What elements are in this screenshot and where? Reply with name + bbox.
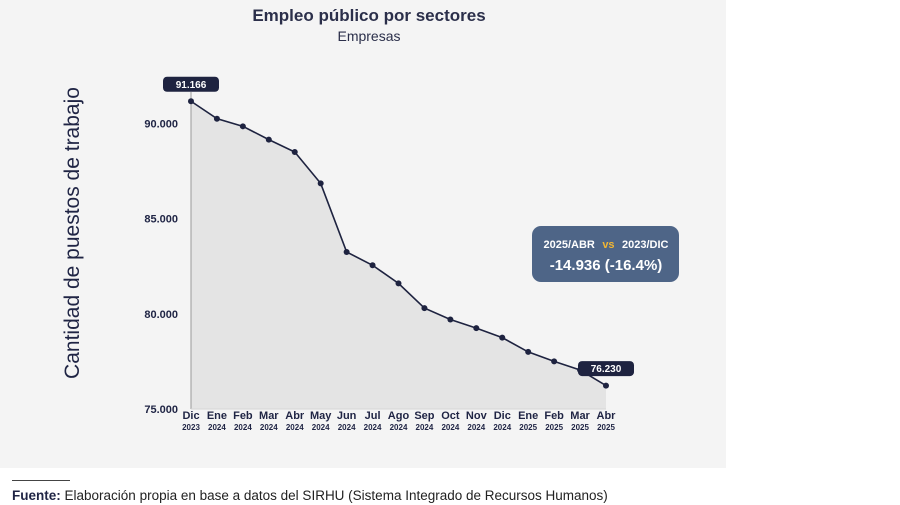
y-tick-label: 80.000 bbox=[144, 309, 178, 321]
x-tick-month: Sep bbox=[414, 410, 434, 422]
x-tick-year: 2024 bbox=[467, 423, 485, 432]
data-point bbox=[343, 248, 350, 255]
annotation-background bbox=[532, 226, 679, 282]
x-tick-year: 2024 bbox=[234, 423, 252, 432]
annotation-left: 2025/ABR bbox=[544, 239, 595, 251]
data-point bbox=[603, 382, 609, 389]
x-tick-month: Ene bbox=[207, 410, 227, 422]
plot-layer: 75.00080.00085.00090.000Dic2023Ene2024Fe… bbox=[144, 76, 634, 432]
x-tick-year: 2024 bbox=[338, 423, 356, 432]
data-point bbox=[188, 98, 194, 105]
annotation-box: 2025/ABR vs 2023/DIC -14.936 (-16.4%) bbox=[532, 226, 679, 282]
source-label: Fuente: bbox=[12, 488, 61, 503]
value-pill-label: 76.230 bbox=[591, 364, 622, 375]
annotation-value: -14.936 (-16.4%) bbox=[550, 257, 663, 274]
data-point bbox=[499, 334, 506, 341]
x-tick-month: Abr bbox=[597, 410, 617, 422]
data-point bbox=[369, 262, 376, 269]
x-tick-month: Mar bbox=[570, 410, 590, 422]
x-tick-month: Abr bbox=[285, 410, 305, 422]
x-tick-year: 2024 bbox=[208, 423, 226, 432]
x-tick-month: Dic bbox=[182, 410, 199, 422]
x-tick-year: 2024 bbox=[441, 423, 459, 432]
x-tick-year: 2024 bbox=[260, 423, 278, 432]
x-tick-year: 2025 bbox=[519, 423, 537, 432]
x-tick-month: Nov bbox=[466, 410, 488, 422]
x-tick-year: 2024 bbox=[390, 423, 408, 432]
data-point bbox=[291, 149, 298, 156]
source-divider bbox=[12, 480, 70, 481]
x-tick-year: 2025 bbox=[571, 423, 589, 432]
annotation-comparison: 2025/ABR vs 2023/DIC bbox=[544, 235, 669, 252]
x-tick-month: Feb bbox=[544, 410, 564, 422]
x-tick-year: 2025 bbox=[597, 423, 615, 432]
annotation-right: 2023/DIC bbox=[622, 239, 669, 251]
source-text: Elaboración propia en base a datos del S… bbox=[64, 488, 608, 503]
data-point bbox=[265, 136, 272, 143]
data-point bbox=[551, 358, 558, 365]
area-fill bbox=[191, 101, 606, 409]
x-tick-month: Oct bbox=[441, 410, 460, 422]
source-note: Fuente: Elaboración propia en base a dat… bbox=[12, 488, 608, 503]
chart-panel: Empleo público por sectores Empresas Can… bbox=[0, 0, 726, 468]
data-point bbox=[525, 348, 532, 355]
x-tick-year: 2024 bbox=[286, 423, 304, 432]
value-pill bbox=[578, 361, 634, 377]
x-tick-month: May bbox=[310, 410, 332, 422]
x-tick-year: 2024 bbox=[312, 423, 330, 432]
x-tick-month: Dic bbox=[494, 410, 511, 422]
y-tick-label: 85.000 bbox=[144, 214, 178, 226]
chart-svg: Empleo público por sectores Empresas Can… bbox=[61, 6, 679, 432]
data-point bbox=[213, 115, 220, 122]
x-tick-month: Jun bbox=[337, 410, 357, 422]
x-tick-year: 2024 bbox=[364, 423, 382, 432]
chart-subtitle: Empresas bbox=[337, 28, 400, 44]
data-point bbox=[421, 305, 428, 312]
x-tick-year: 2024 bbox=[416, 423, 434, 432]
annotation-vs: vs bbox=[602, 239, 614, 251]
value-pill bbox=[163, 76, 219, 92]
x-tick-month: Mar bbox=[259, 410, 279, 422]
x-tick-year: 2024 bbox=[493, 423, 511, 432]
data-point bbox=[395, 280, 402, 287]
x-tick-year: 2023 bbox=[182, 423, 200, 432]
y-tick-label: 75.000 bbox=[144, 404, 178, 416]
data-point bbox=[447, 316, 454, 323]
y-axis-label: Cantidad de puestos de trabajo bbox=[61, 87, 84, 379]
chart-title: Empleo público por sectores bbox=[252, 6, 485, 25]
x-tick-month: Jul bbox=[365, 410, 381, 422]
data-point bbox=[239, 123, 246, 130]
x-tick-month: Ago bbox=[388, 410, 410, 422]
value-pill-label: 91.166 bbox=[176, 80, 207, 91]
x-tick-year: 2025 bbox=[545, 423, 563, 432]
x-tick-month: Feb bbox=[233, 410, 253, 422]
data-point bbox=[317, 180, 324, 187]
x-tick-month: Ene bbox=[518, 410, 538, 422]
y-tick-label: 90.000 bbox=[144, 118, 178, 130]
data-point bbox=[473, 325, 480, 332]
